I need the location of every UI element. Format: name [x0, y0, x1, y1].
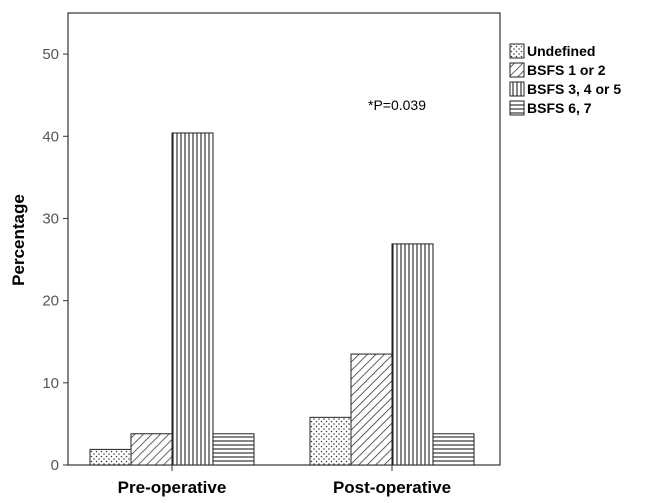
legend-label: BSFS 3, 4 or 5 [527, 81, 621, 97]
y-tick-label: 50 [42, 46, 59, 63]
y-axis-title: Percentage [9, 194, 28, 286]
legend-label: BSFS 6, 7 [527, 100, 592, 116]
bar-bsfs-1-or-2-pre-operative [130, 433, 173, 466]
legend-label: BSFS 1 or 2 [527, 62, 606, 78]
bar-bsfs-6-7-post-operative [432, 433, 475, 466]
y-tick-label: 10 [42, 375, 59, 392]
bar-bsfs-6-7-pre-operative [212, 433, 255, 466]
y-tick-label: 40 [42, 128, 59, 145]
bar-undefined-pre-operative [89, 448, 132, 466]
legend-swatch [509, 81, 525, 97]
bar-undefined-post-operative [309, 416, 352, 466]
legend-swatch [509, 43, 525, 59]
legend-swatch [509, 100, 525, 116]
plot-frame [67, 12, 501, 466]
legend-label: Undefined [527, 43, 595, 59]
y-tick-label: 0 [51, 457, 59, 474]
legend: Undefined BSFS 1 or 2 BSFS 3, 4 or 5 BSFS 6… [509, 43, 621, 116]
y-tick-label: 20 [42, 293, 59, 310]
bar-bsfs-1-or-2-post-operative [350, 353, 393, 466]
annotation-p-value: *P=0.039 [368, 97, 426, 113]
bar-bsfs-3-4-or-5-pre-operative [171, 132, 214, 466]
legend-swatch [509, 62, 525, 78]
bar-bsfs-3-4-or-5-post-operative [391, 243, 434, 466]
x-category-label: Post-operative [333, 478, 451, 497]
plot-area: 0 10 20 30 40 50 Pre-operative Post-operative [42, 12, 501, 497]
y-tick-label: 30 [42, 210, 59, 227]
x-category-label: Pre-operative [118, 478, 227, 497]
